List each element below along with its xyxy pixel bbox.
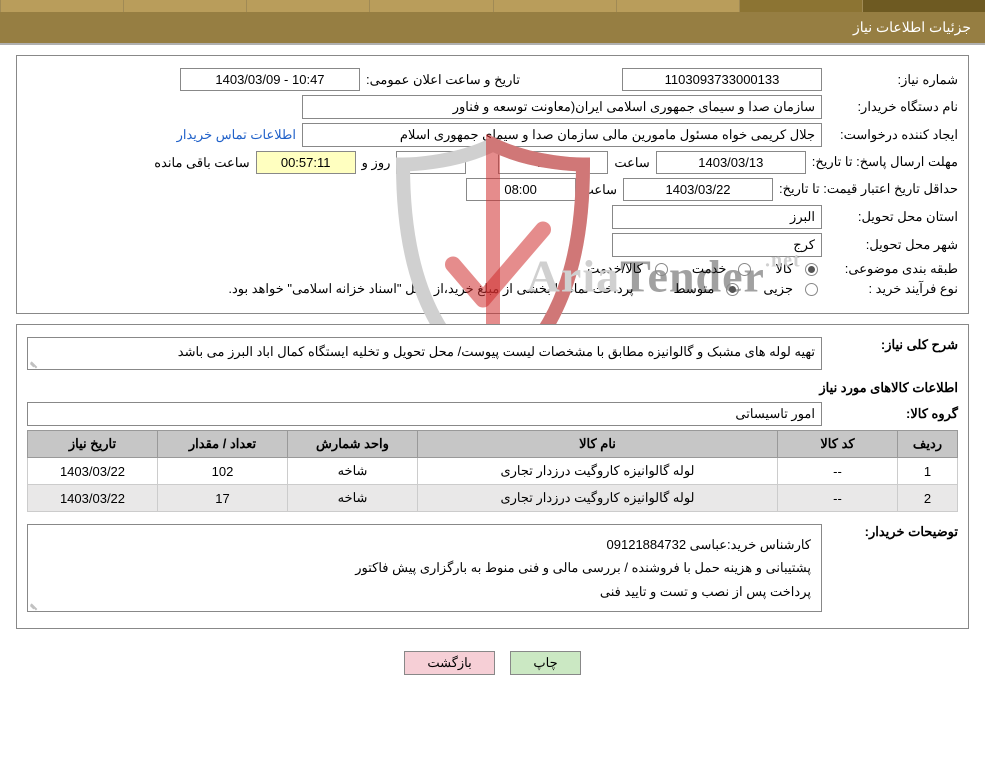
radio-service-label: خدمت xyxy=(692,261,727,277)
th-row: ردیف xyxy=(898,431,958,458)
resize-handle-icon[interactable] xyxy=(30,357,40,367)
radio-service[interactable] xyxy=(738,263,751,276)
days-label: روز و xyxy=(362,155,391,171)
th-unit: واحد شمارش xyxy=(288,431,418,458)
requester-name: جلال کریمی خواه مسئول مامورین مالی سازما… xyxy=(302,123,822,147)
radio-goods-service[interactable] xyxy=(655,263,668,276)
group-name: امور تاسیساتی xyxy=(27,402,822,426)
cell-row: 2 xyxy=(898,485,958,512)
buyer-notes-line: پرداخت پس از نصب و تست و تایید فنی xyxy=(38,580,811,603)
need-details-panel: شرح کلی نیاز: تهیه لوله های مشبک و گالوا… xyxy=(16,324,969,629)
top-stripe xyxy=(0,0,985,12)
deadline-date: 1403/03/13 xyxy=(656,151,806,174)
items-section-title: اطلاعات کالاهای مورد نیاز xyxy=(27,380,958,396)
table-row: 1 -- لوله گالوانیزه کاروگیت درزدار تجاری… xyxy=(28,458,958,485)
radio-medium-label: متوسط xyxy=(673,281,714,297)
province: البرز xyxy=(612,205,822,229)
hour-label-1: ساعت xyxy=(614,155,649,171)
org-label: نام دستگاه خریدار: xyxy=(828,99,958,115)
city: کرج xyxy=(612,233,822,257)
cell-date: 1403/03/22 xyxy=(28,485,158,512)
radio-partial[interactable] xyxy=(805,283,818,296)
table-header-row: ردیف کد کالا نام کالا واحد شمارش تعداد /… xyxy=(28,431,958,458)
deadline-time: 13:00 xyxy=(498,151,608,174)
print-button[interactable]: چاپ xyxy=(510,651,580,675)
cell-unit: شاخه xyxy=(288,485,418,512)
th-date: تاریخ نیاز xyxy=(28,431,158,458)
requester-label: ایجاد کننده درخواست: xyxy=(828,127,958,143)
items-table: ردیف کد کالا نام کالا واحد شمارش تعداد /… xyxy=(27,430,958,512)
cell-date: 1403/03/22 xyxy=(28,458,158,485)
need-info-panel: AriaTender.net شماره نیاز: 1103093733000… xyxy=(16,55,969,314)
hour-label-2: ساعت xyxy=(582,182,617,198)
table-row: 2 -- لوله گالوانیزه کاروگیت درزدار تجاری… xyxy=(28,485,958,512)
cell-row: 1 xyxy=(898,458,958,485)
page-title-bar: جزئیات اطلاعات نیاز xyxy=(0,12,985,43)
cell-code: -- xyxy=(778,458,898,485)
buyer-notes-line: پشتیبانی و هزینه حمل با فروشنده / بررسی … xyxy=(38,556,811,579)
cell-name: لوله گالوانیزه کاروگیت درزدار تجاری xyxy=(418,458,778,485)
summary-label: شرح کلی نیاز: xyxy=(828,337,958,353)
radio-goods-label: کالا xyxy=(775,261,793,277)
need-number: 1103093733000133 xyxy=(622,68,822,91)
category-label: طبقه بندی موضوعی: xyxy=(828,261,958,277)
buyer-contact-link[interactable]: اطلاعات تماس خریدار xyxy=(177,127,296,143)
divider xyxy=(0,43,985,45)
announce-label: تاریخ و ساعت اعلان عمومی: xyxy=(366,72,520,88)
process-label: نوع فرآیند خرید : xyxy=(828,281,958,297)
back-button[interactable]: بازگشت xyxy=(404,651,494,675)
process-note: پرداخت تمام یا بخشی از مبلغ خرید،از محل … xyxy=(228,281,633,297)
validity-time: 08:00 xyxy=(466,178,576,201)
th-code: کد کالا xyxy=(778,431,898,458)
countdown: 00:57:11 xyxy=(256,151,356,174)
deadline-label: مهلت ارسال پاسخ: تا تاریخ: xyxy=(812,154,958,171)
cell-unit: شاخه xyxy=(288,458,418,485)
resize-handle-icon[interactable] xyxy=(30,599,40,609)
page-title: جزئیات اطلاعات نیاز xyxy=(853,19,971,35)
cell-name: لوله گالوانیزه کاروگیت درزدار تجاری xyxy=(418,485,778,512)
action-bar: چاپ بازگشت xyxy=(0,639,985,695)
validity-label: حداقل تاریخ اعتبار قیمت: تا تاریخ: xyxy=(779,181,958,198)
need-number-label: شماره نیاز: xyxy=(828,72,958,88)
remaining-label: ساعت باقی مانده xyxy=(154,155,249,171)
cell-code: -- xyxy=(778,485,898,512)
days-remaining: 4 xyxy=(396,151,466,174)
buyer-notes-line: کارشناس خرید:عباسی 09121884732 xyxy=(38,533,811,556)
cell-qty: 17 xyxy=(158,485,288,512)
th-qty: تعداد / مقدار xyxy=(158,431,288,458)
radio-medium[interactable] xyxy=(726,283,739,296)
radio-goods-service-label: کالا/خدمت xyxy=(587,261,643,277)
buyer-notes: کارشناس خرید:عباسی 09121884732 پشتیبانی … xyxy=(27,524,822,612)
province-label: استان محل تحویل: xyxy=(828,209,958,225)
summary-text: تهیه لوله های مشبک و گالوانیزه مطابق با … xyxy=(27,337,822,370)
radio-goods[interactable] xyxy=(805,263,818,276)
group-label: گروه کالا: xyxy=(828,406,958,422)
cell-qty: 102 xyxy=(158,458,288,485)
buyer-notes-label: توضیحات خریدار: xyxy=(828,524,958,540)
validity-date: 1403/03/22 xyxy=(623,178,773,201)
radio-partial-label: جزیی xyxy=(763,281,793,297)
org-name: سازمان صدا و سیمای جمهوری اسلامی ایران(م… xyxy=(302,95,822,119)
announce-datetime: 1403/03/09 - 10:47 xyxy=(180,68,360,91)
city-label: شهر محل تحویل: xyxy=(828,237,958,253)
th-name: نام کالا xyxy=(418,431,778,458)
